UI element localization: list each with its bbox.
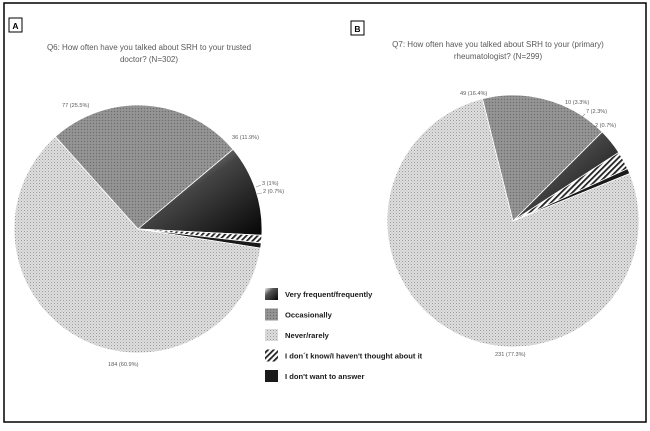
legend-label-i-don-t-want-to-answer: I don't want to answer: [285, 372, 364, 381]
panel-a-letter: A: [12, 21, 18, 31]
chart-b-title-line2: rheumatologist? (N=299): [454, 52, 543, 61]
panel-a-badge: A: [8, 17, 23, 33]
pie-a-leader-line: [255, 184, 262, 188]
pie-b-label-i-don-t-want-to-answer: 2 (0.7%): [595, 123, 616, 129]
pie-b-label-never-rarely: 231 (77.3%): [495, 352, 526, 358]
pie-b-slice-occasionally: [482, 94, 603, 222]
chart-b-title-line1: Q7: How often have you talked about SRH …: [392, 40, 604, 49]
pie-b-leader-line: [589, 126, 595, 129]
pie-a-label-occasionally: 77 (25.5%): [62, 103, 89, 109]
legend-label-never-rarely: Never/rarely: [285, 331, 330, 340]
pie-a-label-very-frequent-frequently: 36 (11.9%): [232, 135, 259, 141]
pie-a-slice-very-frequent-frequently: [136, 148, 263, 236]
pie-a-label-i-don-t-know-i-haven-t-thought-about-it: 3 (1%): [262, 181, 279, 187]
legend-label-occasionally: Occasionally: [285, 311, 333, 320]
legend-swatch-never-rarely: [265, 329, 278, 341]
pie-chart-b: 10 (3.3%) 7 (2.3%) 2 (0.7%) 231 (77.3%) 49 (…: [386, 91, 640, 358]
pie-a-label-i-don-t-want-to-answer: 2 (0.7%): [263, 189, 284, 195]
pie-a-leader-line: [256, 192, 263, 195]
panel-b-badge: B: [350, 20, 365, 36]
chart-a-title-line2: doctor? (N=302): [120, 55, 178, 64]
pie-chart-a: 36 (11.9%) 3 (1%) 2 (0.7%) 184 (60.9%) 77 (2…: [13, 103, 284, 368]
legend-swatch-very-frequent-frequently: [265, 288, 278, 300]
pie-a-slice-never-rarely: [13, 135, 261, 354]
legend-swatch-occasionally: [265, 308, 278, 321]
legend-swatch-i-don-t-want-to-answer: [265, 370, 278, 382]
pie-b-label-i-don-t-know-i-haven-t-thought-about-it: 7 (2.3%): [586, 109, 607, 115]
panel-b-letter: B: [354, 24, 360, 34]
pie-a-slice-occasionally: [54, 104, 234, 230]
pie-b-label-very-frequent-frequently: 10 (3.3%): [565, 100, 589, 106]
chart-a-title-line1: Q6: How often have you talked about SRH …: [47, 43, 251, 52]
legend-label-i-don-t-know-i-haven-t-thought-about-it: I don´t know/I haven't thought about it: [285, 352, 423, 361]
legend: Very frequent/frequently Occasionally Neve…: [265, 288, 423, 382]
legend-swatch-i-don-t-know-i-haven-t-thought-about-it: [265, 349, 278, 362]
figure-frame: [3, 2, 647, 423]
pie-b-label-occasionally: 49 (16.4%): [460, 91, 487, 97]
pie-b-leader-line: [579, 113, 586, 120]
pie-a-label-never-rarely: 184 (60.9%): [108, 362, 139, 368]
legend-label-very-frequent-frequently: Very frequent/frequently: [285, 290, 373, 299]
pie-b-slice-never-rarely: [386, 98, 640, 348]
